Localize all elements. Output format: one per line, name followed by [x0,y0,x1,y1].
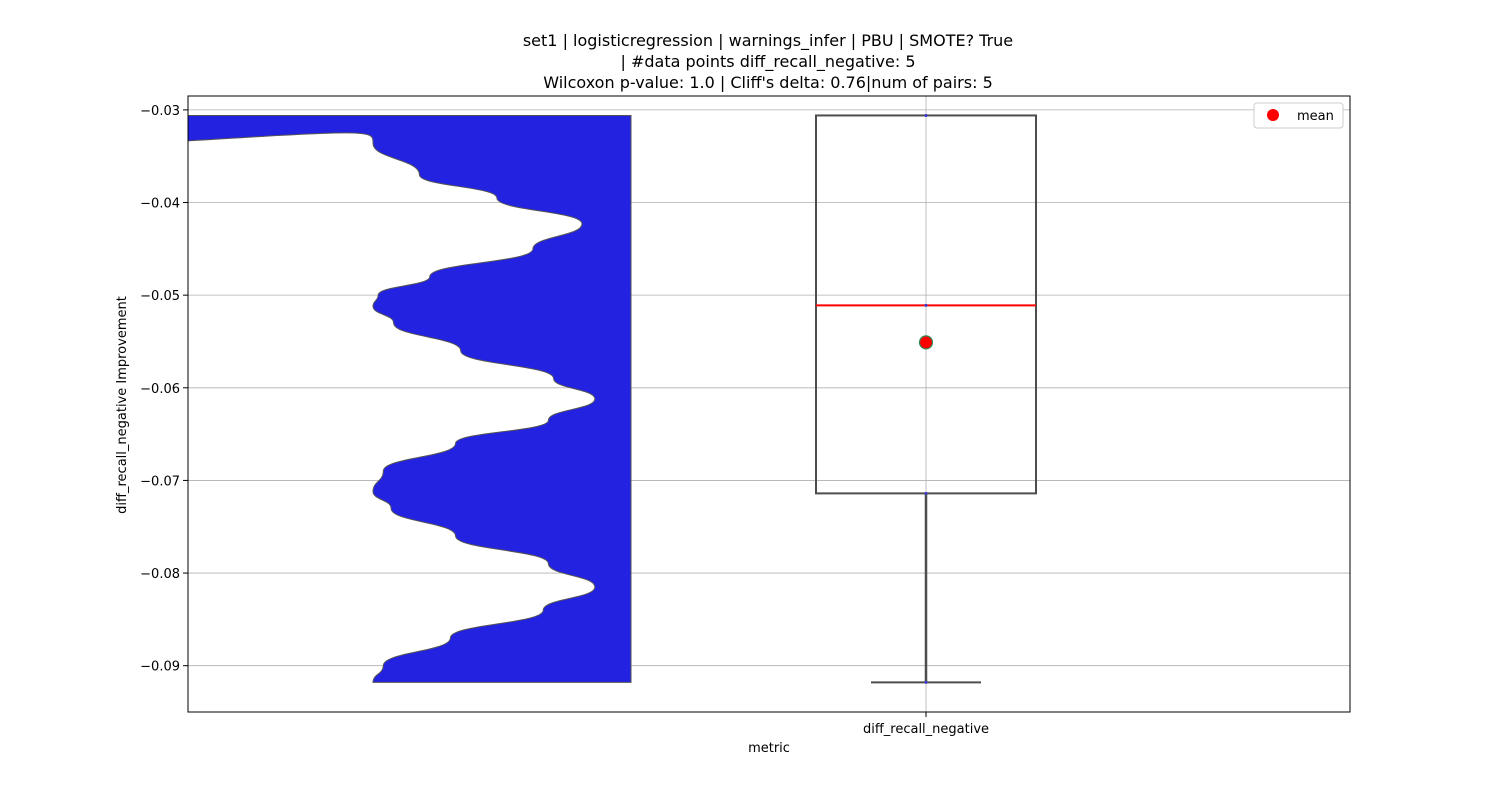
y-tick-label: −0.06 [140,382,180,397]
data-point [924,491,928,495]
data-point [924,113,928,117]
title-line-2: | #data points diff_recall_negative: 5 [620,52,915,72]
data-point [924,680,928,684]
chart-title: set1 | logisticregression | warnings_inf… [523,31,1013,92]
y-tick-label: −0.05 [140,289,180,304]
plot-frame [187,95,1351,713]
mean-marker [918,335,934,350]
legend-mean-marker [1267,109,1279,121]
y-axis: −0.03 −0.04 −0.05 −0.06 −0.07 −0.08 −0.09 [140,104,188,675]
data-point [924,303,928,307]
violin-shape [188,114,632,683]
y-axis-label: diff_recall_negative Improvement [115,296,130,514]
legend-box [1253,102,1344,129]
y-tick-label: −0.07 [140,474,180,489]
title-line-1: set1 | logisticregression | warnings_inf… [523,31,1013,51]
x-axis: diff_recall_negative metric [748,712,989,756]
y-tick-label: −0.09 [140,660,180,675]
x-axis-label: metric [748,741,790,756]
y-tick-label: −0.04 [140,197,180,212]
y-tick-label: −0.08 [140,567,180,582]
box-plot [815,113,1037,684]
legend: mean [1253,102,1344,129]
x-tick-label: diff_recall_negative [863,722,989,737]
legend-mean-label: mean [1297,109,1334,124]
title-line-3: Wilcoxon p-value: 1.0 | Cliff's delta: 0… [543,73,993,92]
y-tick-label: −0.03 [140,104,180,119]
